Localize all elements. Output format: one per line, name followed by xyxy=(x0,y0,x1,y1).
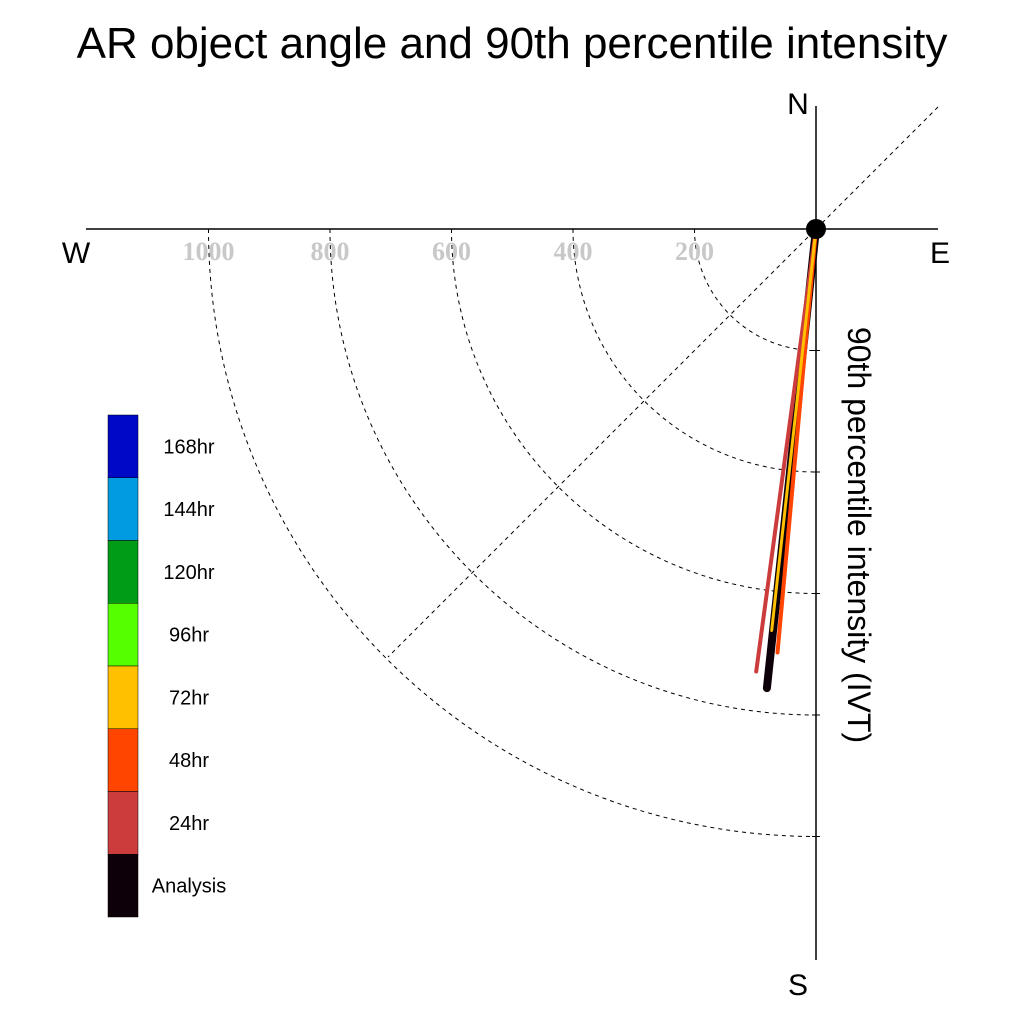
chart-title: AR object angle and 90th percentile inte… xyxy=(77,19,948,68)
compass-north: N xyxy=(787,88,809,121)
legend-label-144hr: 144hr xyxy=(163,499,214,521)
radial-ticks: 200 400 600 800 1000 xyxy=(183,237,715,266)
compass-east: E xyxy=(930,237,950,270)
legend-swatch-144hr xyxy=(107,477,139,541)
legend-swatch-24hr xyxy=(107,791,139,855)
tick-label-600: 600 xyxy=(432,237,471,266)
legend-swatch-96hr xyxy=(107,603,139,667)
legend-swatch-48hr xyxy=(107,728,139,792)
legend-label-120hr: 120hr xyxy=(163,562,214,584)
legend-label-analysis: Analysis xyxy=(152,876,226,898)
legend-swatch-120hr xyxy=(107,540,139,604)
grid-arc-800 xyxy=(329,228,817,716)
compass-west: W xyxy=(62,237,91,270)
compass-south: S xyxy=(788,969,808,1002)
chart-grid xyxy=(208,106,939,837)
legend-label-24hr: 24hr xyxy=(169,813,209,835)
legend-label-72hr: 72hr xyxy=(169,687,209,709)
legend-label-168hr: 168hr xyxy=(163,436,214,458)
legend-swatch-168hr xyxy=(107,414,139,478)
legend-swatch-analysis xyxy=(107,854,139,918)
series-lines xyxy=(754,225,820,693)
grid-arc-1000 xyxy=(208,228,817,837)
legend: 168hr 144hr 120hr 96hr 72hr 48hr 24hr Analysis xyxy=(107,414,226,918)
diagonal-guide xyxy=(387,106,939,658)
series-line-72hr xyxy=(770,227,818,632)
tick-label-200: 200 xyxy=(675,237,714,266)
grid-arc-200 xyxy=(694,228,817,351)
origin-marker xyxy=(806,219,826,239)
legend-swatch-72hr xyxy=(107,665,139,729)
tick-label-800: 800 xyxy=(311,237,350,266)
tick-label-400: 400 xyxy=(554,237,593,266)
legend-label-48hr: 48hr xyxy=(169,750,209,772)
series-line-24hr xyxy=(754,227,818,674)
tick-label-1000: 1000 xyxy=(183,237,235,266)
radial-axis-label: 90th percentile intensity (IVT) xyxy=(841,327,877,743)
legend-label-96hr: 96hr xyxy=(169,625,209,647)
